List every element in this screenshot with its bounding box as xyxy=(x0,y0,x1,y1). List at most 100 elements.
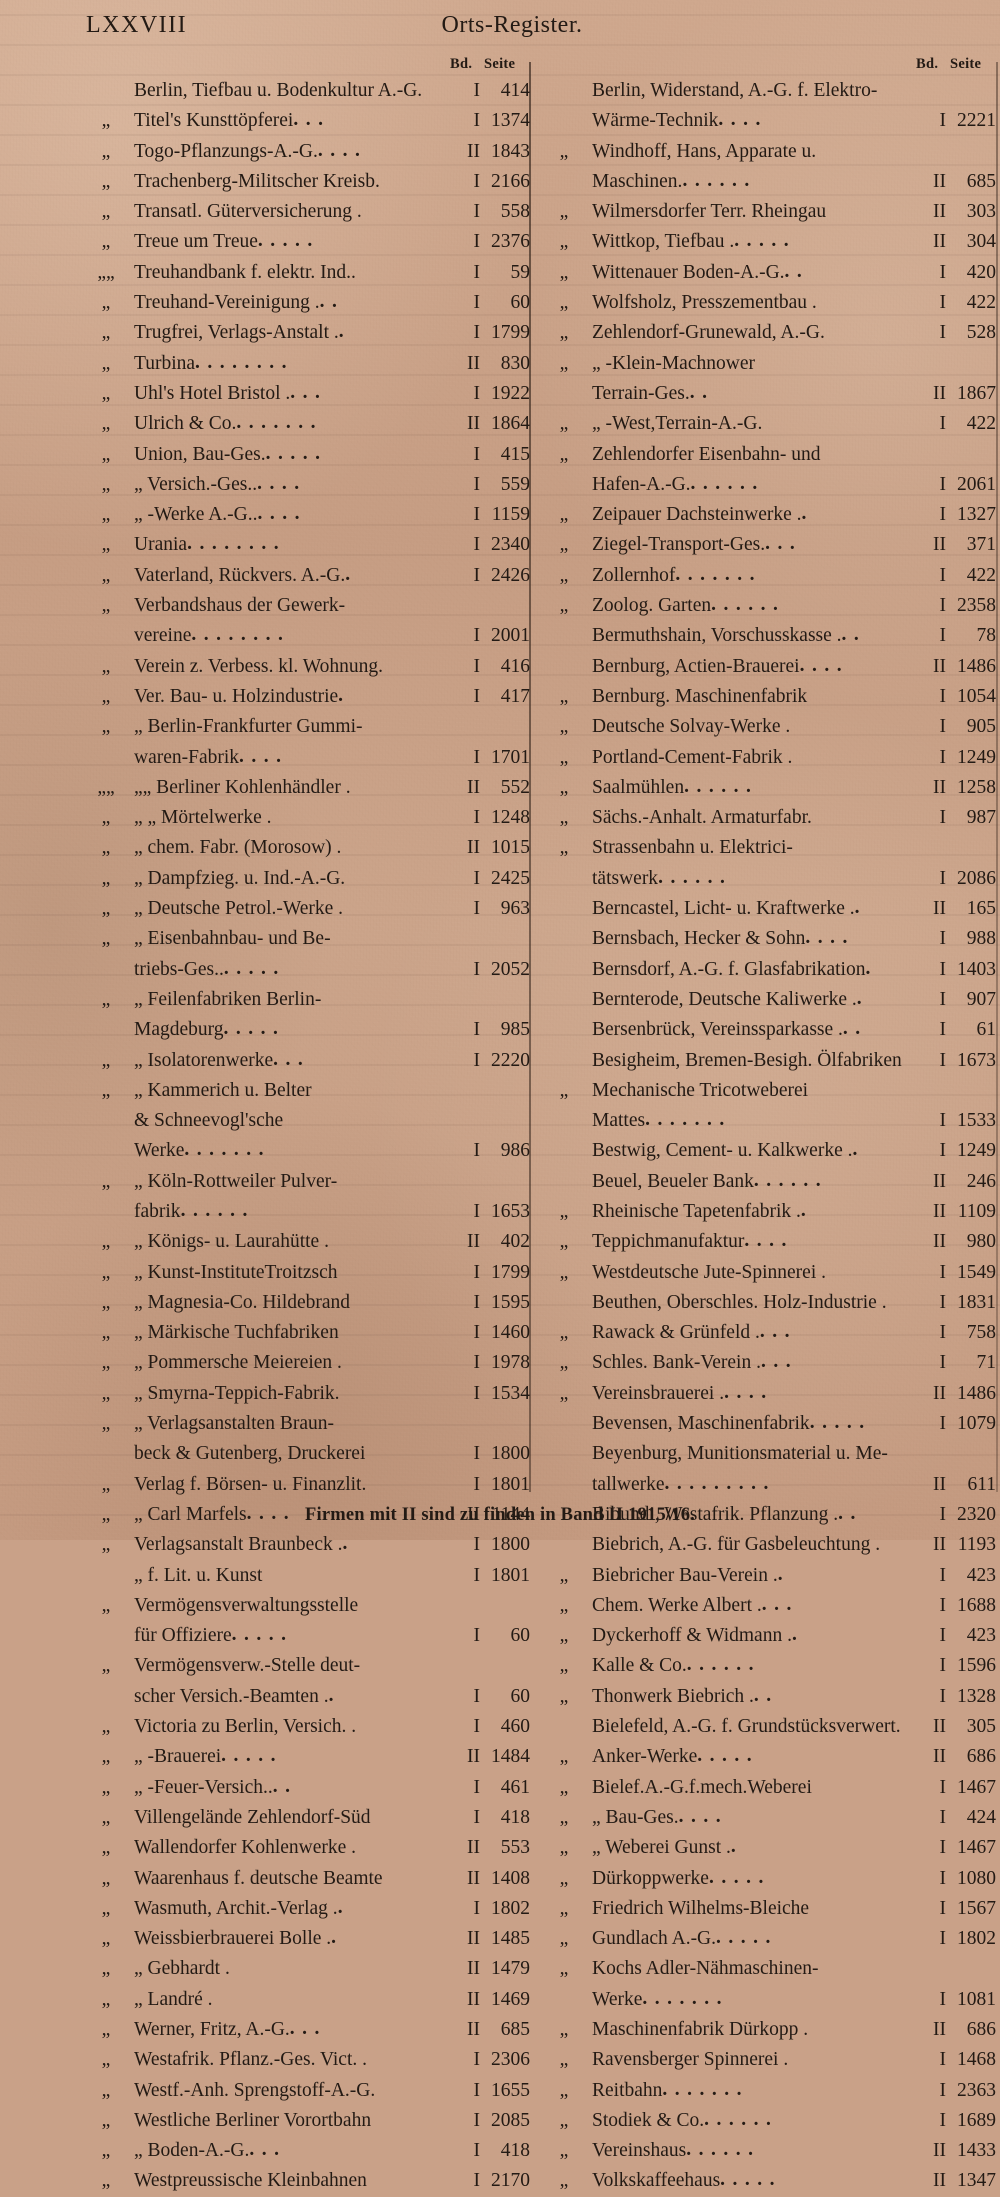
index-entry-row[interactable]: „ Westliche Berliner Vorortbahn I 2085 xyxy=(78,2106,530,2136)
index-entry-row[interactable]: „ „ Köln-Rottweiler Pulver- xyxy=(78,1167,530,1197)
index-entry-row[interactable]: „ Saalmühlen ...... II 1258 xyxy=(536,773,996,803)
index-entry-row[interactable]: „ „ Verlagsanstalten Braun- xyxy=(78,1409,530,1439)
index-entry-row[interactable]: „ Gundlach A.-G. ..... I 1802 xyxy=(536,1924,996,1954)
index-entry-row[interactable]: „ „ Magnesia-Co. Hildebrand I 1595 xyxy=(78,1288,530,1318)
index-entry-row[interactable]: „ Wilmersdorfer Terr. Rheingau II 303 xyxy=(536,197,996,227)
index-entry-row[interactable]: „ Strassenbahn u. Elektrici- xyxy=(536,833,996,863)
index-entry-row[interactable]: Wärme-Technik .... I 2221 xyxy=(536,106,996,136)
index-entry-row[interactable]: „ Schles. Bank-Verein . ... I 71 xyxy=(536,1348,996,1378)
index-entry-row[interactable]: Bermuthshain, Vorschusskasse . .. I 78 xyxy=(536,621,996,651)
index-entry-row[interactable]: „ Wolfsholz, Presszementbau . I 422 xyxy=(536,288,996,318)
index-entry-row[interactable]: „ „ Pommersche Meiereien . I 1978 xyxy=(78,1348,530,1378)
index-entry-row[interactable]: „ Anker-Werke ..... II 686 xyxy=(536,1742,996,1772)
index-entry-row[interactable]: beck & Gutenberg, Druckerei I 1800 xyxy=(78,1439,530,1469)
index-entry-row[interactable]: „ Volkskaffeehaus ..... II 1347 xyxy=(536,2166,996,2196)
index-entry-row[interactable]: „ Vermögensverwaltungsstelle xyxy=(78,1591,530,1621)
index-entry-row[interactable]: tallwerke ......... II 611 xyxy=(536,1470,996,1500)
index-entry-row[interactable]: „ Zehlendorf-Grunewald, A.-G. I 528 xyxy=(536,318,996,348)
index-entry-row[interactable]: „ „ -Werke A.-G.. .... I 1159 xyxy=(78,500,530,530)
index-entry-row[interactable]: „ „ Königs- u. Laurahütte . II 402 xyxy=(78,1227,530,1257)
index-entry-row[interactable]: „ Ziegel-Transport-Ges. ... II 371 xyxy=(536,530,996,560)
index-entry-row[interactable]: „ Mechanische Tricotweberei xyxy=(536,1076,996,1106)
index-entry-row[interactable]: „ Westpreussische Kleinbahnen I 2170 xyxy=(78,2166,530,2196)
index-entry-row[interactable]: „ „ Carl Marfels .... II 1144 xyxy=(78,1500,530,1530)
index-entry-row[interactable]: Bernsdorf, A.-G. f. Glasfabrikation . I 14… xyxy=(536,955,996,985)
index-entry-row[interactable]: Besigheim, Bremen-Besigh. Ölfabriken I 167… xyxy=(536,1046,996,1076)
index-entry-row[interactable]: „ Weissbierbrauerei Bolle . . II 1485 xyxy=(78,1924,530,1954)
index-entry-row[interactable]: „ Titel's Kunsttöpferei ... I 1374 xyxy=(78,106,530,136)
index-entry-row[interactable]: „ Turbina ........ II 830 xyxy=(78,349,530,379)
index-entry-row[interactable]: „ Thonwerk Biebrich . .. I 1328 xyxy=(536,1682,996,1712)
index-entry-row[interactable]: Bibundi, Westafrik. Pflanzung . .. I 2320 xyxy=(536,1500,996,1530)
index-entry-row[interactable]: Bernsbach, Hecker & Sohn .... I 988 xyxy=(536,924,996,954)
index-entry-row[interactable]: „ Ver. Bau- u. Holzindustrie . I 417 xyxy=(78,682,530,712)
index-entry-row[interactable]: „ Kochs Adler-Nähmaschinen- xyxy=(536,1954,996,1984)
index-entry-row[interactable]: „ Westdeutsche Jute-Spinnerei . I 1549 xyxy=(536,1258,996,1288)
index-entry-row[interactable]: Bevensen, Maschinenfabrik ..... I 1079 xyxy=(536,1409,996,1439)
index-entry-row[interactable]: „ Wittenauer Boden-A.-G. .. I 420 xyxy=(536,258,996,288)
index-entry-row[interactable]: „ Dyckerhoff & Widmann . . I 423 xyxy=(536,1621,996,1651)
index-entry-row[interactable]: „ Westf.-Anh. Sprengstoff-A.-G. I 1655 xyxy=(78,2076,530,2106)
index-entry-row[interactable]: „ Verein z. Verbess. kl. Wohnung. I 416 xyxy=(78,652,530,682)
index-entry-row[interactable]: „ Maschinenfabrik Dürkopp . II 686 xyxy=(536,2015,996,2045)
index-entry-row[interactable]: tätswerk ...... I 2086 xyxy=(536,864,996,894)
index-entry-row[interactable]: „ Bielef.A.-G.f.mech.Weberei I 1467 xyxy=(536,1773,996,1803)
index-entry-row[interactable]: „ Chem. Werke Albert . ... I 1688 xyxy=(536,1591,996,1621)
index-entry-row[interactable]: „ Waarenhaus f. deutsche Beamte II 1408 xyxy=(78,1864,530,1894)
index-entry-row[interactable]: Beyenburg, Munitionsmaterial u. Me- xyxy=(536,1439,996,1469)
index-entry-row[interactable]: „ Deutsche Solvay-Werke . I 905 xyxy=(536,712,996,742)
index-entry-row[interactable]: „ Zehlendorfer Eisenbahn- und xyxy=(536,440,996,470)
index-entry-row[interactable]: „ Vereinshaus ...... II 1433 xyxy=(536,2136,996,2166)
index-entry-row[interactable]: „ „ Märkische Tuchfabriken I 1460 xyxy=(78,1318,530,1348)
index-entry-row[interactable]: „„ „„ Berliner Kohlenhändler . II 552 xyxy=(78,773,530,803)
index-entry-row[interactable]: „ Trugfrei, Verlags-Anstalt . . I 1799 xyxy=(78,318,530,348)
index-entry-row[interactable]: Werke ....... I 986 xyxy=(78,1136,530,1166)
index-entry-row[interactable]: „ „ Berlin-Frankfurter Gummi- xyxy=(78,712,530,742)
index-entry-row[interactable]: „ Treuhand-Vereinigung . .. I 60 xyxy=(78,288,530,318)
index-entry-row[interactable]: „ Verlag f. Börsen- u. Finanzlit. I 1801 xyxy=(78,1470,530,1500)
index-entry-row[interactable]: „ „ -West,Terrain-A.-G. I 422 xyxy=(536,409,996,439)
index-entry-row[interactable]: „ Friedrich Wilhelms-Bleiche I 1567 xyxy=(536,1894,996,1924)
index-entry-row[interactable]: Berncastel, Licht- u. Kraftwerke . . II 16… xyxy=(536,894,996,924)
index-entry-row[interactable]: „ Westafrik. Pflanz.-Ges. Vict. . I 2306 xyxy=(78,2045,530,2075)
index-entry-row[interactable]: Biebrich, A.-G. für Gasbeleuchtung . II 11… xyxy=(536,1530,996,1560)
index-entry-row[interactable]: „ Wittkop, Tiefbau . ..... II 304 xyxy=(536,227,996,257)
index-entry-row[interactable]: Mattes ....... I 1533 xyxy=(536,1106,996,1136)
index-entry-row[interactable]: „ Stodiek & Co. ...... I 1689 xyxy=(536,2106,996,2136)
index-entry-row[interactable]: „ Vaterland, Rückvers. A.-G. . I 2426 xyxy=(78,561,530,591)
index-entry-row[interactable]: „ „ Isolatorenwerke ... I 2220 xyxy=(78,1046,530,1076)
index-entry-row[interactable]: Bernterode, Deutsche Kaliwerke . . I 907 xyxy=(536,985,996,1015)
index-entry-row[interactable]: „ Uhl's Hotel Bristol . ... I 1922 xyxy=(78,379,530,409)
index-entry-row[interactable]: Hafen-A.-G. ...... I 2061 xyxy=(536,470,996,500)
index-entry-row[interactable]: scher Versich.-Beamten . . I 60 xyxy=(78,1682,530,1712)
index-entry-row[interactable]: Bersenbrück, Vereinssparkasse . .. I 61 xyxy=(536,1015,996,1045)
index-entry-row[interactable]: „ Bernburg. Maschinenfabrik I 1054 xyxy=(536,682,996,712)
index-entry-row[interactable]: „ „ Feilenfabriken Berlin- xyxy=(78,985,530,1015)
index-entry-row[interactable]: „ „ Kammerich u. Belter xyxy=(78,1076,530,1106)
index-entry-row[interactable]: „ Villengelände Zehlendorf-Süd I 418 xyxy=(78,1803,530,1833)
index-entry-row[interactable]: „ Verbandshaus der Gewerk- xyxy=(78,591,530,621)
index-entry-row[interactable]: „ Wallendorfer Kohlenwerke . II 553 xyxy=(78,1833,530,1863)
index-entry-row[interactable]: Beuel, Beueler Bank ...... II 246 xyxy=(536,1167,996,1197)
index-entry-row[interactable]: „ Togo-Pflanzungs-A.-G. .... II 1843 xyxy=(78,137,530,167)
index-entry-row[interactable]: „ Ulrich & Co. ....... II 1864 xyxy=(78,409,530,439)
index-entry-row[interactable]: „ „ Smyrna-Teppich-Fabrik. I 1534 xyxy=(78,1379,530,1409)
index-entry-row[interactable]: „ „ Versich.-Ges.. .... I 559 xyxy=(78,470,530,500)
index-entry-row[interactable]: „ Zeipauer Dachsteinwerke . . I 1327 xyxy=(536,500,996,530)
index-entry-row[interactable]: waren-Fabrik .... I 1701 xyxy=(78,743,530,773)
index-entry-row[interactable]: Magdeburg ..... I 985 xyxy=(78,1015,530,1045)
index-entry-row[interactable]: Maschinen. ...... II 685 xyxy=(536,167,996,197)
index-entry-row[interactable]: „ „ Landré . II 1469 xyxy=(78,1985,530,2015)
index-entry-row[interactable]: „ Union, Bau-Ges. ..... I 415 xyxy=(78,440,530,470)
index-entry-row[interactable]: „ „ Boden-A.-G. ... I 418 xyxy=(78,2136,530,2166)
index-entry-row[interactable]: „ „ Gebhardt . II 1479 xyxy=(78,1954,530,1984)
index-entry-row[interactable]: „ Vermögensverw.-Stelle deut- xyxy=(78,1651,530,1681)
index-entry-row[interactable]: Werke ....... I 1081 xyxy=(536,1985,996,2015)
index-entry-row[interactable]: „ Wasmuth, Archit.-Verlag . . I 1802 xyxy=(78,1894,530,1924)
index-entry-row[interactable]: für Offiziere ..... I 60 xyxy=(78,1621,530,1651)
index-entry-row[interactable]: „ Victoria zu Berlin, Versich. . I 460 xyxy=(78,1712,530,1742)
index-entry-row[interactable]: Terrain-Ges. .. II 1867 xyxy=(536,379,996,409)
index-entry-row[interactable]: „ „ Eisenbahnbau- und Be- xyxy=(78,924,530,954)
index-entry-row[interactable]: „ Vereinsbrauerei . .... II 1486 xyxy=(536,1379,996,1409)
index-entry-row[interactable]: Berlin, Widerstand, A.-G. f. Elektro- xyxy=(536,76,996,106)
